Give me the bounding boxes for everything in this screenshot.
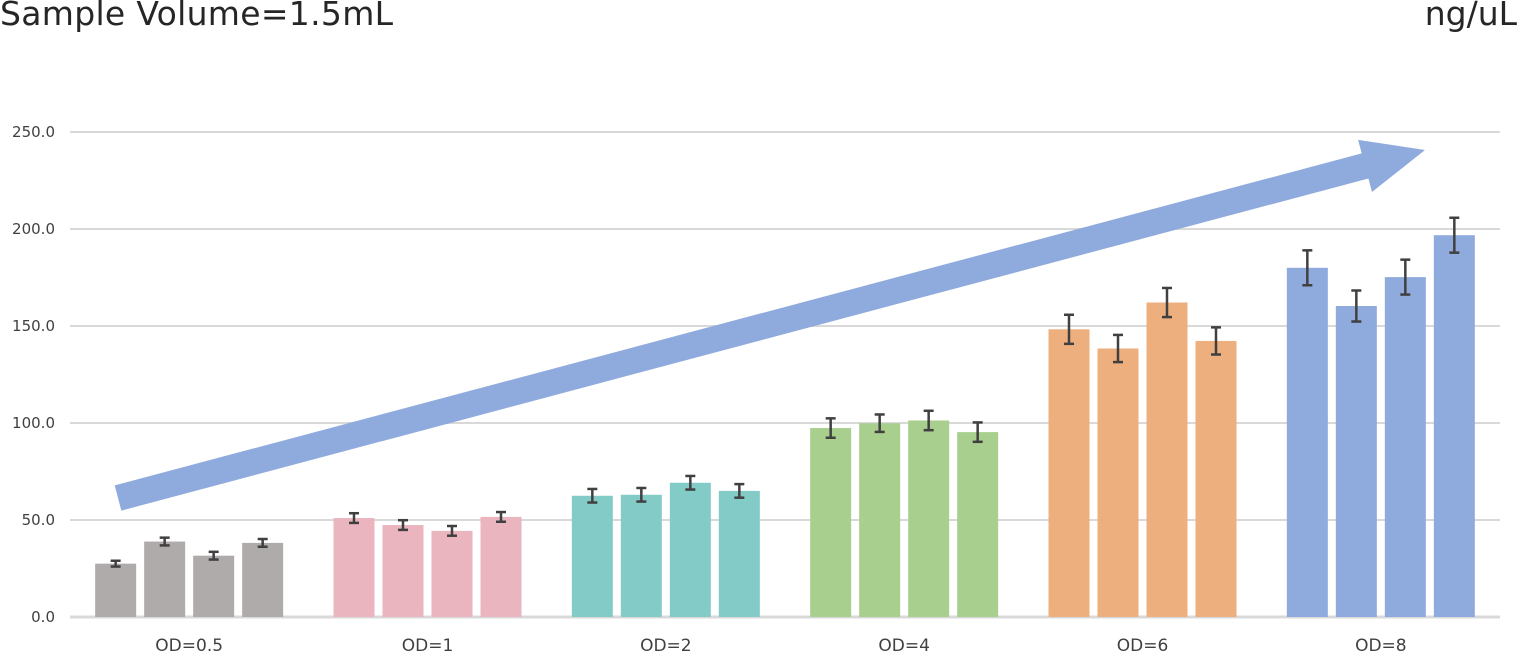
- bar: [571, 495, 613, 617]
- bar: [669, 482, 711, 617]
- bars: [95, 235, 1475, 617]
- x-tick-label: OD=1: [402, 636, 454, 652]
- y-tick-label: 100.0: [12, 414, 55, 432]
- bar: [242, 542, 284, 617]
- bar: [480, 516, 522, 617]
- y-tick-label: 250.0: [12, 123, 55, 141]
- bar: [810, 428, 852, 617]
- x-tick-label: OD=6: [1117, 636, 1169, 652]
- bar: [144, 541, 186, 617]
- bar: [1146, 302, 1188, 617]
- x-tick-label: OD=0.5: [155, 636, 223, 652]
- bar: [1433, 235, 1475, 617]
- x-tick-label: OD=8: [1355, 636, 1407, 652]
- y-tick-label: 200.0: [12, 220, 55, 238]
- x-axis-ticks: OD=0.5 OD=1 OD=2 OD=4 OD=6 OD=8: [155, 636, 1406, 652]
- bar: [193, 555, 235, 617]
- error-bars: [110, 216, 1460, 568]
- bar: [859, 423, 901, 617]
- trend-arrow: [114, 139, 1426, 511]
- y-tick-label: 0.0: [31, 608, 55, 626]
- bar: [1097, 348, 1139, 617]
- trend-arrow-layer: [114, 139, 1426, 511]
- x-tick-label: OD=2: [640, 636, 692, 652]
- bar: [1335, 306, 1377, 617]
- bar: [1286, 267, 1328, 617]
- bar: [95, 563, 137, 617]
- bar: [718, 490, 760, 617]
- bar: [1384, 277, 1426, 617]
- bar: [382, 525, 424, 617]
- x-tick-label: OD=4: [878, 636, 930, 652]
- y-tick-label: 50.0: [22, 511, 55, 529]
- bar: [957, 432, 999, 617]
- bar: [431, 530, 473, 617]
- y-axis-ticks: 0.0 50.0 100.0 150.0 200.0 250.0: [12, 123, 55, 626]
- bar: [333, 518, 375, 617]
- chart-title: Sample Volume=1.5mL: [0, 0, 394, 33]
- unit-label: ng/uL: [1424, 0, 1517, 33]
- bar: [1048, 329, 1090, 617]
- gridlines: [70, 131, 1500, 619]
- bar: [620, 494, 662, 617]
- bar: [908, 420, 950, 617]
- bar: [1195, 340, 1237, 617]
- y-tick-label: 150.0: [12, 317, 55, 335]
